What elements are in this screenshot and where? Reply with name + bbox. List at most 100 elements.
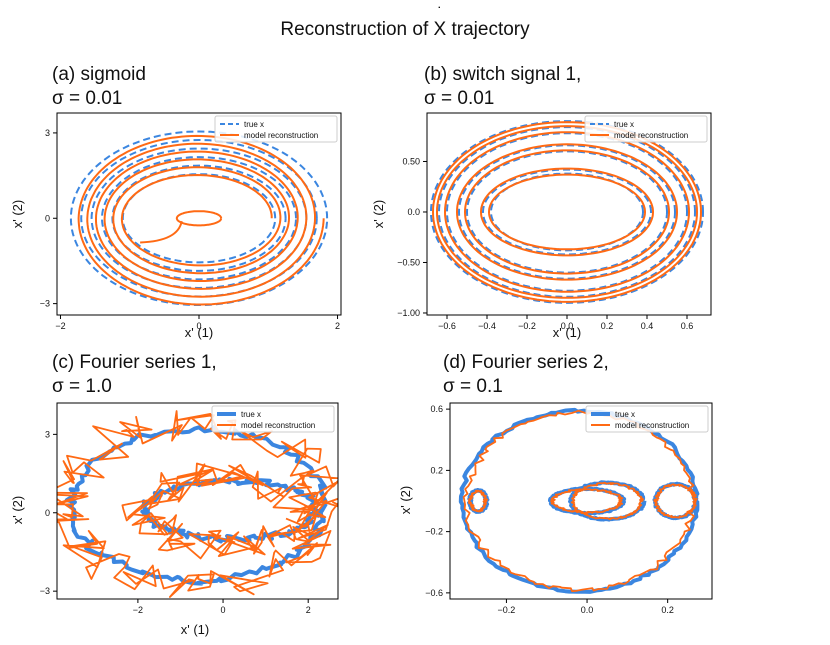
- series-model-reconstruction-ring: [443, 131, 690, 293]
- x-tick-label: 2: [306, 605, 311, 615]
- series-true-x-ring: [445, 132, 688, 292]
- series-model-reconstruction-connector: [140, 220, 183, 244]
- series-model-reconstruction-loop: [550, 488, 624, 514]
- series-model-reconstruction-loop: [121, 462, 328, 560]
- panel-d: (d) Fourier series 2, σ = 0.1 −0.2 0.0 0.2 −0…: [398, 352, 713, 615]
- y-axis-label: x' (2): [398, 486, 413, 514]
- legend-label-model: model reconstruction: [614, 131, 688, 140]
- series-true-x-ring: [90, 147, 308, 290]
- axes-frame: [449, 402, 713, 600]
- x-tick-label: −0.6: [438, 321, 456, 331]
- legend-box: [584, 115, 708, 143]
- plot-area: [57, 410, 338, 598]
- axes-frame: [426, 112, 712, 316]
- y-tick-label: 0.6: [430, 404, 443, 414]
- series-true-x-ring: [481, 168, 652, 256]
- panel-sigma-label: σ = 1.0: [52, 376, 112, 397]
- legend-label-true: true x: [241, 410, 261, 419]
- panel-sigma-label: σ = 0.01: [424, 88, 494, 109]
- panel-b: (b) switch signal 1, σ = 0.01 −0.6 −0.4 −0.2…: [371, 64, 712, 340]
- panel-sigma-label: σ = 0.01: [52, 88, 122, 109]
- legend-label-true: true x: [615, 410, 635, 419]
- legend-label-model: model reconstruction: [241, 421, 315, 430]
- series-true-x-loop: [548, 486, 627, 516]
- series-model-reconstruction-loop: [653, 483, 698, 519]
- panel-c: (c) Fourier series 1, σ = 1.0 −2 0 2 −3 0 3 x' (…: [10, 352, 339, 637]
- y-tick-label: −0.50: [397, 257, 420, 267]
- x-axis-label: x' (1): [185, 325, 213, 340]
- series-model-reconstruction-ring: [487, 173, 646, 251]
- x-axis-label: x' (1): [553, 325, 581, 340]
- series-model-reconstruction-loop: [468, 489, 489, 513]
- series-true-x-ring: [465, 150, 668, 274]
- legend-box: [214, 115, 338, 143]
- panel-title: (c) Fourier series 1,: [52, 352, 217, 373]
- x-tick-label: 0.0: [581, 605, 594, 615]
- series-model-reconstruction-loop: [57, 410, 338, 598]
- panel-title: (b) switch signal 1,: [424, 64, 581, 85]
- x-tick-label: −2: [133, 605, 143, 615]
- y-tick-label: −1.00: [397, 308, 420, 318]
- x-axis-label: x' (1): [181, 622, 209, 637]
- chart-panels: (a) sigmoid σ = 0.01 −2 0 2 −3 0 3 x' (1) x' (2) t…: [10, 64, 713, 637]
- series-model-reconstruction-ring: [431, 121, 702, 303]
- y-tick-label: 3: [45, 128, 50, 138]
- x-tick-label: 2: [335, 321, 340, 331]
- x-tick-label: −0.2: [498, 605, 516, 615]
- series-model-reconstruction-ring: [463, 149, 670, 275]
- legend: true x model reconstruction: [214, 115, 338, 143]
- y-tick-label: −3: [40, 299, 50, 309]
- plot-area: [429, 120, 704, 304]
- series-true-x-ring: [457, 144, 676, 280]
- series-true-x-ring: [437, 126, 696, 298]
- x-tick-label: −2: [55, 321, 65, 331]
- series-model-reconstruction-ring: [479, 167, 654, 257]
- plot-area: [69, 130, 329, 306]
- x-tick-label: 0.2: [661, 605, 674, 615]
- y-axis-label: x' (2): [10, 496, 25, 524]
- panel-title: (d) Fourier series 2,: [443, 352, 609, 373]
- y-tick-label: 0: [45, 213, 50, 223]
- y-tick-label: −0.6: [425, 588, 443, 598]
- legend-label-true: true x: [614, 120, 634, 129]
- legend-box: [585, 405, 709, 433]
- legend: true x model reconstruction: [584, 115, 708, 143]
- title-dot-accent: ˙: [437, 5, 442, 22]
- x-tick-label: 0: [221, 605, 226, 615]
- series-model-reconstruction-ring: [435, 125, 698, 299]
- axes-frame: [56, 402, 339, 600]
- y-tick-label: 0: [45, 508, 50, 518]
- legend-label-true: true x: [244, 120, 264, 129]
- x-tick-label: 0.6: [681, 321, 694, 331]
- series-true-x-ring: [80, 138, 318, 298]
- y-tick-label: −3: [40, 586, 50, 596]
- legend-label-model: model reconstruction: [615, 421, 689, 430]
- series-model-reconstruction-spiral: [77, 134, 325, 306]
- series-model-reconstruction-ring: [455, 143, 678, 281]
- panel-title: (a) sigmoid: [52, 64, 146, 85]
- x-tick-label: −0.4: [478, 321, 496, 331]
- y-tick-label: −0.2: [425, 527, 443, 537]
- x-tick-label: 0.4: [641, 321, 654, 331]
- panel-sigma-label: σ = 0.1: [443, 376, 503, 397]
- y-axis-label: x' (2): [371, 200, 386, 228]
- panel-a: (a) sigmoid σ = 0.01 −2 0 2 −3 0 3 x' (1) x' (2) t…: [10, 64, 342, 340]
- figure-title-prefix: Reconstruction of: [280, 19, 433, 40]
- y-tick-label: 3: [45, 429, 50, 439]
- y-tick-label: 0.2: [430, 465, 443, 475]
- x-tick-label: 0.2: [601, 321, 614, 331]
- legend-label-model: model reconstruction: [244, 131, 318, 140]
- x-tick-label: 0.0: [561, 321, 574, 331]
- legend-box: [211, 405, 335, 433]
- y-axis-label: x' (2): [10, 200, 25, 228]
- legend: true x model reconstruction: [211, 405, 335, 433]
- legend: true x model reconstruction: [585, 405, 709, 433]
- figure-title: Reconstruction of X trajectory: [280, 19, 530, 40]
- y-tick-label: 0.50: [402, 156, 420, 166]
- x-tick-label: 0: [196, 321, 201, 331]
- series-model-reconstruction-inner-loop: [175, 210, 223, 227]
- x-tick-label: −0.2: [518, 321, 536, 331]
- series-model-reconstruction-loop: [570, 481, 644, 521]
- figure-title-symbol: X: [434, 19, 447, 40]
